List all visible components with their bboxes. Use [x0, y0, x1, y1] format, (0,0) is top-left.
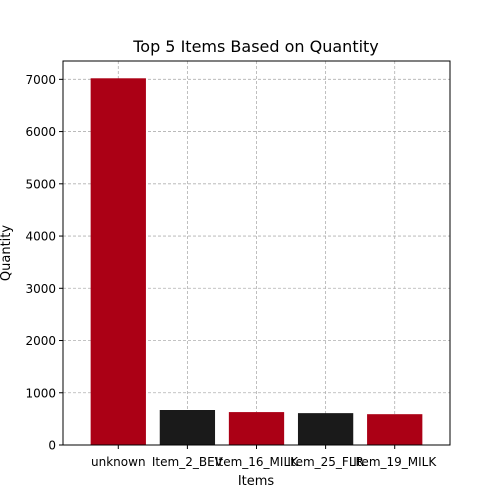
x-tick-label: unknown	[91, 455, 146, 469]
x-tick-label: Item_16_MILK	[215, 455, 299, 469]
x-tick-label: Item_25_FLR	[287, 455, 364, 469]
y-tick-label: 5000	[25, 177, 56, 191]
bars-layer	[90, 78, 423, 445]
y-tick-label: 6000	[25, 125, 56, 139]
bar-item-25-flr	[297, 413, 354, 445]
bar-item-19-milk	[367, 414, 423, 445]
x-tick-label: Item_19_MILK	[353, 455, 437, 469]
x-axis-label: Items	[238, 474, 275, 489]
x-tick-label: Item_2_BEV	[152, 455, 224, 469]
bar-item-2-bev	[159, 410, 216, 445]
chart-title: Top 5 Items Based on Quantity	[132, 37, 379, 56]
ticks-layer: 0 1000 2000 3000 4000 5000 6000 7000 unknown Item…	[25, 73, 437, 469]
y-axis-label: Quantity	[0, 225, 14, 281]
y-tick-label: 7000	[25, 73, 56, 87]
y-tick-label: 0	[48, 439, 56, 453]
bar-item-16-milk	[228, 412, 285, 445]
y-tick-label: 2000	[25, 334, 56, 348]
y-tick-label: 1000	[25, 386, 56, 400]
y-tick-label: 4000	[25, 230, 56, 244]
bar-unknown	[90, 78, 146, 445]
y-tick-label: 3000	[25, 282, 56, 296]
